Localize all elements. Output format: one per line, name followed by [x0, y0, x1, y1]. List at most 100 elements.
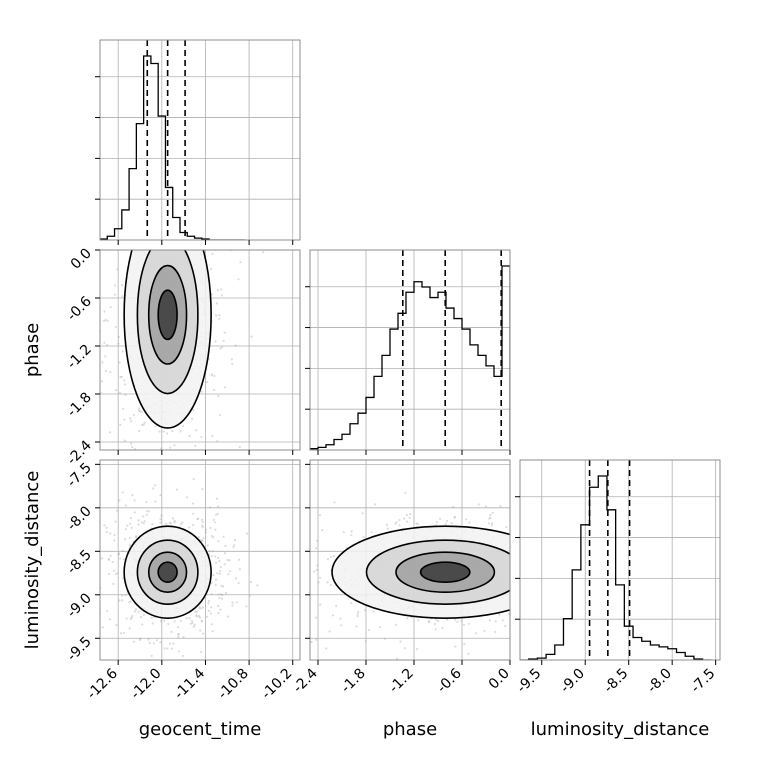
sample-point — [433, 622, 437, 626]
sample-point — [279, 548, 281, 550]
sample-point — [163, 619, 166, 622]
sample-point — [156, 639, 159, 642]
sample-point — [525, 582, 527, 584]
sample-point — [170, 183, 172, 185]
sample-point — [200, 518, 204, 521]
sample-point — [456, 620, 459, 624]
sample-point — [194, 444, 197, 447]
sample-point — [188, 526, 191, 529]
sample-point — [216, 289, 220, 292]
sample-point — [326, 558, 329, 561]
sample-point — [193, 213, 195, 215]
sample-point — [116, 268, 119, 271]
sample-point — [157, 227, 159, 229]
sample-point — [212, 196, 214, 198]
sample-point — [210, 555, 213, 558]
sample-point — [220, 597, 224, 600]
sample-point — [310, 640, 313, 644]
sample-point — [178, 504, 180, 506]
sample-point — [554, 617, 556, 619]
sample-point — [142, 613, 145, 616]
sample-point — [126, 475, 128, 477]
sample-point — [128, 536, 131, 539]
sample-point — [201, 524, 204, 527]
histogram-luminosity_distance — [520, 475, 712, 660]
sample-point — [217, 611, 220, 615]
panel-grid — [100, 40, 300, 240]
sample-point — [463, 642, 466, 646]
sample-point — [218, 596, 221, 600]
sample-point — [188, 222, 190, 224]
sample-point — [356, 615, 359, 618]
sample-point — [305, 530, 307, 532]
sample-point — [107, 558, 110, 562]
sample-point — [170, 522, 173, 525]
y-axis-title-phase: phase — [22, 323, 43, 377]
sample-point — [156, 460, 158, 462]
sample-point — [572, 541, 574, 543]
sample-point — [133, 247, 135, 249]
sample-point — [543, 589, 545, 591]
y-tick-label-luminosity_distance: -9.0 — [64, 590, 95, 621]
sample-point — [445, 519, 448, 523]
sample-point — [373, 503, 377, 506]
sample-point — [192, 512, 195, 515]
sample-point — [553, 627, 555, 629]
sample-point — [446, 618, 449, 621]
sample-point — [304, 529, 306, 531]
sample-point — [106, 344, 109, 347]
sample-point — [462, 623, 466, 626]
sample-point — [177, 635, 180, 639]
sample-point — [537, 554, 539, 556]
panel-frame — [99, 459, 301, 661]
sample-point — [454, 618, 457, 621]
sample-point — [130, 442, 133, 445]
sample-point — [142, 515, 145, 518]
sample-point — [342, 531, 345, 534]
sample-point — [103, 524, 106, 527]
sample-point — [113, 539, 116, 542]
sample-point — [213, 521, 216, 524]
sample-point — [133, 499, 136, 502]
sample-point — [212, 246, 214, 248]
sample-point — [170, 630, 173, 634]
sample-point — [211, 252, 214, 255]
sample-point — [640, 591, 642, 593]
sample-point — [141, 623, 144, 626]
sample-point — [195, 429, 198, 432]
sample-point — [146, 510, 149, 513]
sample-point — [207, 599, 210, 603]
sample-point — [132, 413, 135, 416]
sample-point — [128, 627, 131, 630]
sample-point — [155, 225, 157, 227]
sample-point — [490, 524, 493, 527]
sample-point — [81, 627, 83, 629]
sample-point — [526, 582, 528, 584]
sample-point — [570, 561, 572, 563]
sample-point — [305, 552, 307, 554]
sample-point — [209, 192, 211, 194]
sample-point — [210, 534, 213, 538]
sample-point — [142, 423, 145, 426]
sample-point — [192, 524, 195, 527]
sample-point — [198, 606, 201, 609]
sample-point — [196, 245, 198, 247]
sample-point — [217, 540, 220, 543]
sample-point — [188, 473, 190, 475]
sample-point — [131, 614, 134, 618]
panel-content — [178, 491, 642, 660]
sample-point — [415, 522, 418, 525]
sample-point — [195, 615, 199, 618]
sample-point — [553, 582, 555, 584]
sample-point — [372, 610, 375, 613]
sample-point — [215, 561, 218, 565]
sample-point — [182, 424, 185, 428]
x-tick-label-geocent_time: -12.0 — [128, 666, 165, 703]
sample-point — [235, 515, 237, 517]
sample-point — [491, 522, 494, 525]
sample-point — [124, 594, 127, 597]
sample-point — [124, 393, 127, 396]
sample-point — [143, 173, 145, 175]
sample-point — [119, 557, 122, 560]
sample-point — [114, 389, 117, 392]
